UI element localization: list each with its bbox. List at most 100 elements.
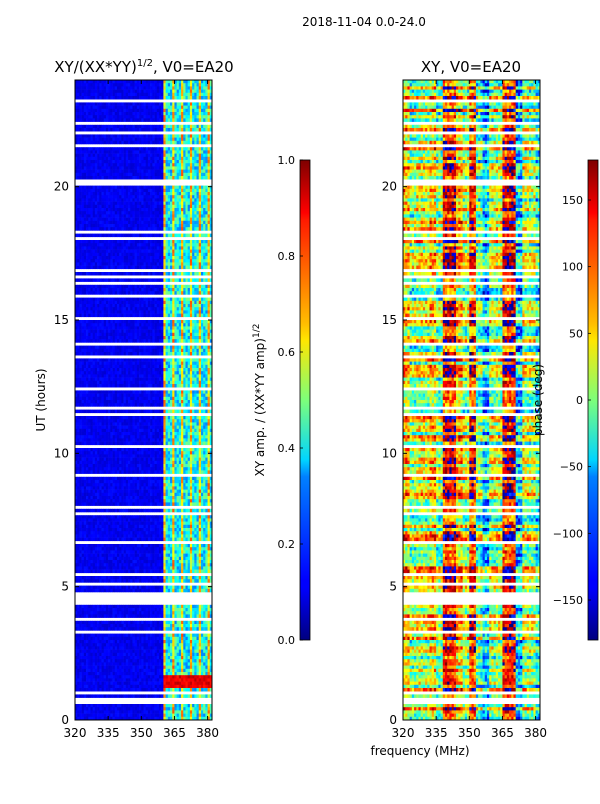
amplitude-cell [81,329,85,334]
amplitude-cell [90,150,93,154]
amplitude-cell [143,220,147,225]
amplitude-cell [114,172,118,177]
amplitude-cell [194,118,197,122]
amplitude-cell [167,374,171,378]
amplitude-cell [203,313,206,318]
amplitude-cell [139,307,142,311]
amplitude-cell [205,300,208,305]
amplitude-cell [167,358,171,362]
amplitude-cell [158,310,162,314]
amplitude-cell [128,262,131,266]
amplitude-cell [172,380,175,385]
amplitude-cell [158,147,162,151]
amplitude-cell [114,83,118,87]
amplitude-cell [150,124,153,129]
amplitude-cell [132,137,135,142]
amplitude-cell [77,240,80,244]
amplitude-cell [125,361,129,366]
amplitude-cell [158,153,162,158]
amplitude-cell [183,233,186,238]
amplitude-cell [172,310,175,314]
amplitude-cell [110,345,113,350]
amplitude-cell [147,224,151,228]
amplitude-cell [94,176,98,180]
amplitude-cell [134,137,138,142]
amplitude-cell [121,377,124,382]
amplitude-cell [112,262,116,266]
amplitude-cell [154,336,158,340]
amplitude-cell [200,204,204,209]
amplitude-cell [209,300,212,305]
amplitude-cell [103,214,107,218]
amplitude-cell [187,336,191,340]
amplitude-cell [134,272,138,276]
amplitude-cell [167,134,171,138]
amplitude-cell [198,201,202,206]
amplitude-cell [181,348,184,353]
amplitude-cell [132,288,135,292]
amplitude-cell [123,204,127,209]
amplitude-cell [128,384,131,388]
amplitude-cell [86,284,89,289]
amplitude-cell [196,307,200,311]
amplitude-cell [176,377,180,382]
amplitude-cell [196,227,200,231]
amplitude-cell [90,192,93,196]
amplitude-cell [97,108,100,113]
amplitude-cell [167,80,171,84]
amplitude-cell [112,371,116,375]
amplitude-cell [110,150,113,154]
amplitude-cell [112,259,116,263]
amplitude-cell [207,377,211,382]
amplitude-cell [200,345,204,350]
amplitude-cell [81,83,85,87]
amplitude-cell [161,166,164,170]
amplitude-cell [200,86,204,90]
amplitude-cell [200,195,204,199]
amplitude-cell [81,96,85,100]
amplitude-cell [119,304,122,308]
amplitude-cell [161,233,164,238]
amplitude-cell [86,246,89,250]
amplitude-cell [83,227,87,231]
amplitude-cell [121,249,124,254]
amplitude-cell [125,153,129,158]
amplitude-cell [125,339,129,343]
amplitude-cell [132,163,135,167]
amplitude-cell [94,364,98,369]
amplitude-cell [152,310,155,314]
amplitude-cell [174,188,177,193]
amplitude-cell [83,224,87,228]
amplitude-cell [101,112,105,116]
amplitude-cell [130,380,133,385]
amplitude-cell [161,265,164,270]
amplitude-cell [99,163,102,167]
amplitude-cell [156,368,160,372]
amplitude-cell [205,336,208,340]
amplitude-cell [77,112,80,116]
amplitude-cell [143,262,147,266]
amplitude-cell [189,208,193,212]
amplitude-cell [194,352,197,356]
amplitude-cell [154,105,158,110]
amplitude-cell [156,185,160,190]
amplitude-cell [150,272,153,276]
amplitude-cell [178,83,182,87]
amplitude-cell [81,86,85,90]
amplitude-cell [128,304,131,308]
amplitude-cell [194,217,197,222]
amplitude-cell [163,102,166,106]
amplitude-cell [181,83,184,87]
amplitude-cell [192,153,195,158]
amplitude-cell [183,124,186,129]
amplitude-cell [75,320,78,324]
amplitude-cell [79,313,82,318]
amplitude-cell [203,211,206,215]
amplitude-cell [152,134,155,138]
amplitude-cell [189,96,193,100]
amplitude-cell [176,323,180,327]
amplitude-cell [83,300,87,305]
amplitude-cell [181,211,184,215]
amplitude-cell [123,288,127,292]
amplitude-cell [145,201,149,206]
